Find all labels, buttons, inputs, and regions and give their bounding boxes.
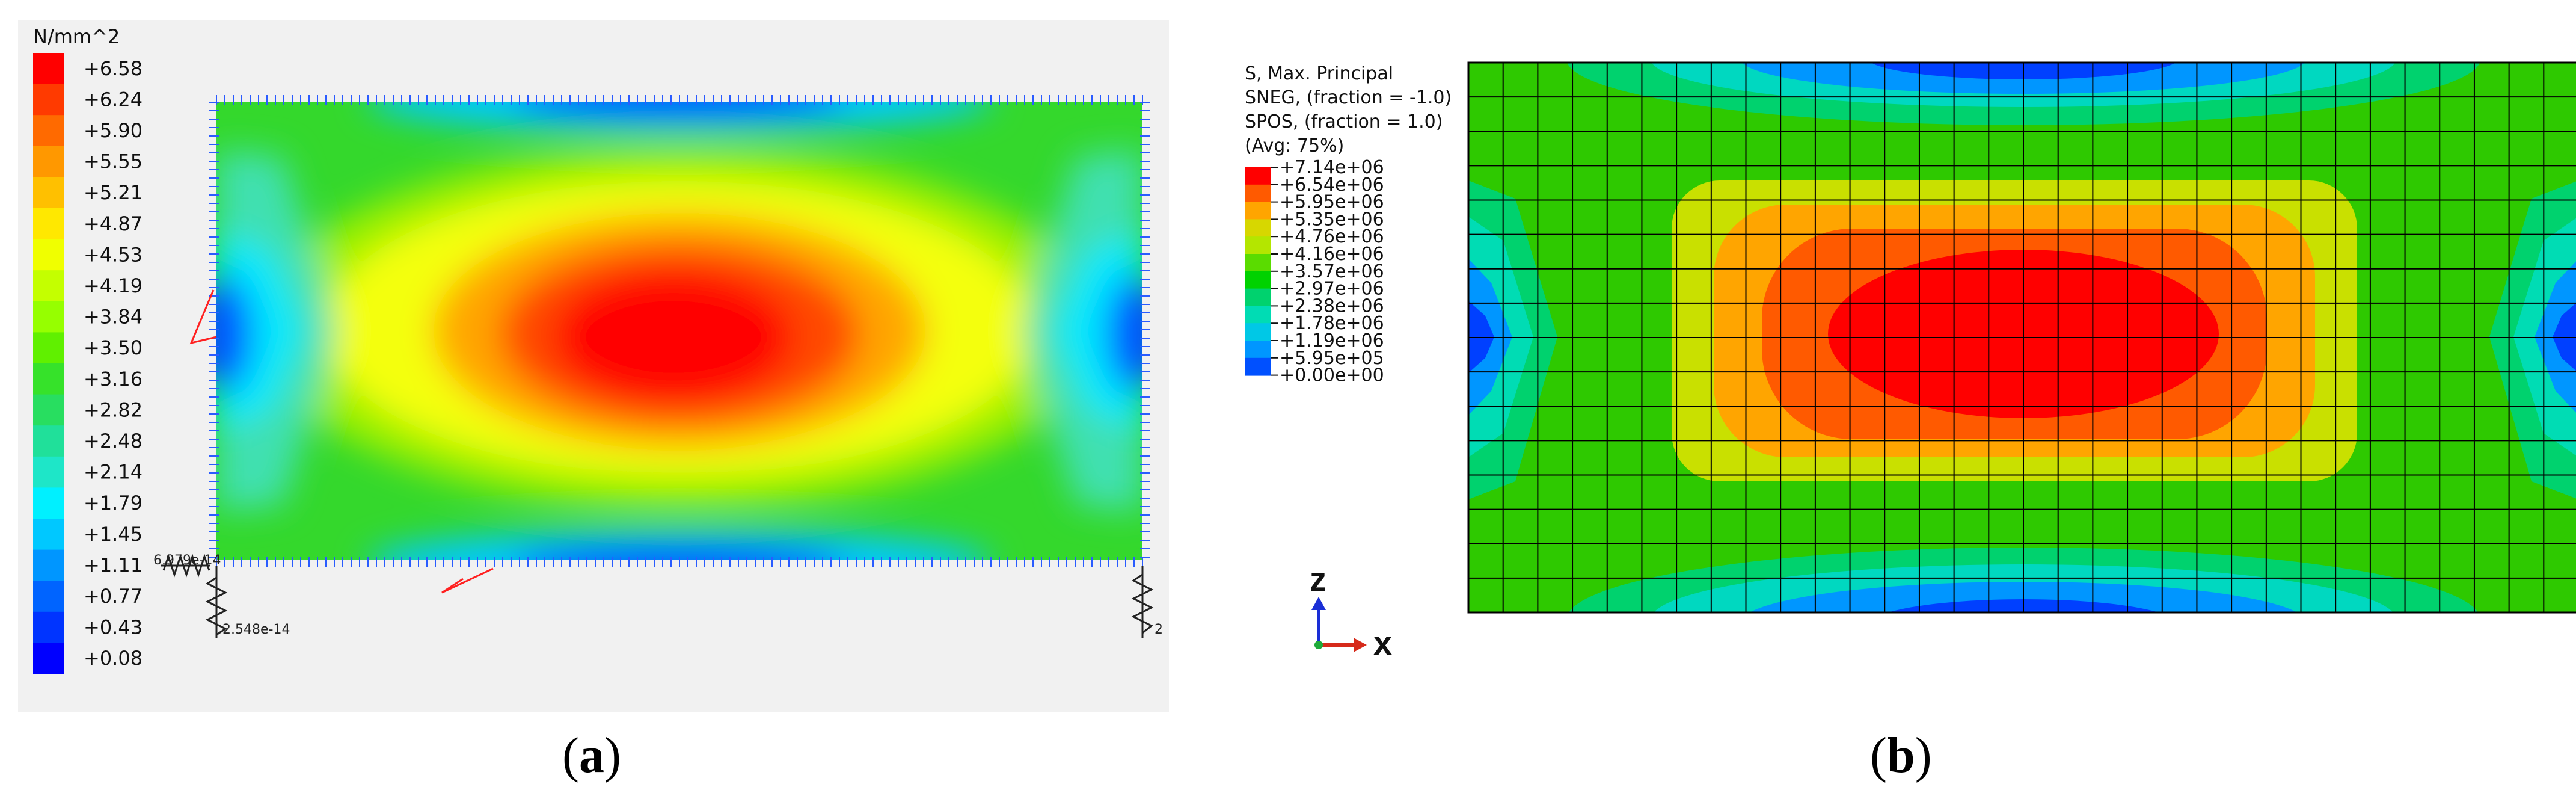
panel-b-legend-swatch bbox=[1245, 236, 1271, 255]
panel-a-node-label-right: 2 bbox=[1155, 622, 1163, 637]
panel-b-legend-value: +6.54e+06 bbox=[1280, 174, 1384, 196]
panel-a-legend-swatch bbox=[33, 581, 64, 612]
panel-a-legend-swatch bbox=[33, 208, 64, 240]
panel-a-legend-swatch bbox=[33, 301, 64, 333]
panel-a-legend-value: +5.90 bbox=[84, 119, 143, 142]
panel-b-legend-swatch bbox=[1245, 323, 1271, 341]
panel-b: S, Max. Principal SNEG, (fraction = -1.0)… bbox=[1245, 61, 2576, 662]
panel-b-legend-title-line: (Avg: 75%) bbox=[1245, 135, 1344, 156]
panel-a-legend-value: +1.79 bbox=[84, 492, 143, 514]
panel-a-node-label-left: 6.979e-14 bbox=[153, 553, 221, 568]
panel-b-legend-value: +1.19e+06 bbox=[1280, 330, 1384, 351]
panel-a-spring-left bbox=[161, 554, 228, 638]
panel-a-legend-swatch bbox=[33, 456, 64, 489]
panel-a-legend-labels: +6.58 +6.24 +5.90 +5.55 +5.21 +4.87 +4.53 +4.19… bbox=[84, 57, 143, 670]
panel-b-legend-title-line: S, Max. Principal bbox=[1245, 63, 1393, 84]
panel-a-node-label-bottom: 2.548e-14 bbox=[222, 622, 290, 637]
panel-b-legend-swatch bbox=[1245, 306, 1271, 324]
panel-b-legend-value: +0.00e+00 bbox=[1280, 365, 1384, 386]
panel-b-legend-title-line: SNEG, (fraction = -1.0) bbox=[1245, 87, 1452, 108]
panel-b-legend-swatch bbox=[1245, 357, 1271, 376]
panel-a-legend-value: +6.24 bbox=[84, 88, 143, 111]
panel-a-legend-swatch bbox=[33, 425, 64, 457]
panel-a-legend-value: +3.84 bbox=[84, 306, 143, 329]
panel-b-legend-value: +2.97e+06 bbox=[1280, 279, 1384, 300]
panel-a-legend-value: +4.19 bbox=[84, 274, 143, 297]
panel-a-legend-swatch bbox=[33, 270, 64, 302]
panel-a-contour-field bbox=[216, 102, 1142, 560]
panel-a-legend-swatch bbox=[33, 487, 64, 519]
panel-b-legend-value: +4.16e+06 bbox=[1280, 244, 1384, 265]
panel-a-legend-value: +0.08 bbox=[84, 647, 143, 670]
panel-b-legend-title-line: SPOS, (fraction = 1.0) bbox=[1245, 111, 1443, 132]
panel-b-legend-title: S, Max. Principal SNEG, (fraction = -1.0)… bbox=[1245, 63, 1452, 156]
panel-b-legend-swatch bbox=[1245, 202, 1271, 220]
panel-b-legend-value: +5.95e+05 bbox=[1280, 348, 1384, 369]
panel-a-legend-value: +2.82 bbox=[84, 398, 143, 421]
panel-a-legend-value: +2.14 bbox=[84, 461, 143, 484]
panel-a-boundary-ticks bbox=[209, 95, 1150, 567]
panel-a-support-markers bbox=[189, 289, 494, 594]
panel-b-axis-x-label: x bbox=[1373, 624, 1392, 662]
panel-a-legend-value: +1.11 bbox=[84, 554, 143, 576]
panel-a-legend-swatches bbox=[33, 53, 64, 674]
panel-a-legend-value: +0.43 bbox=[84, 616, 143, 639]
panel-a-legend-swatch bbox=[33, 53, 64, 85]
panel-a-legend-swatch bbox=[33, 177, 64, 209]
panel-a-legend-value: +3.16 bbox=[84, 368, 143, 390]
caption-a: (a) bbox=[562, 727, 621, 783]
panel-b-mesh-border bbox=[1467, 61, 2576, 614]
panel-b-legend-labels: +7.14e+06+6.54e+06+5.95e+06+5.35e+06+4.7… bbox=[1280, 157, 1384, 386]
panel-a-legend-swatch bbox=[33, 611, 64, 644]
panel-b-legend-swatch bbox=[1245, 254, 1271, 272]
panel-a-unit-label: N/mm^2 bbox=[33, 25, 120, 48]
caption-b: (b) bbox=[1870, 727, 1932, 783]
panel-b-legend-swatch bbox=[1245, 341, 1271, 359]
panel-b-legend-value: +4.76e+06 bbox=[1280, 226, 1384, 247]
panel-a-legend-value: +2.48 bbox=[84, 430, 143, 452]
panel-b-legend-value: +7.14e+06 bbox=[1280, 157, 1384, 178]
panel-b-legend-value: +2.38e+06 bbox=[1280, 295, 1384, 316]
panel-b-legend-value: +5.35e+06 bbox=[1280, 209, 1384, 230]
panel-a-legend-swatch bbox=[33, 643, 64, 674]
panel-a-legend-value: +1.45 bbox=[84, 523, 143, 546]
panel-a-legend-swatch bbox=[33, 239, 64, 271]
panel-b-legend-swatch bbox=[1245, 288, 1271, 307]
panel-b-legend-swatch bbox=[1245, 219, 1271, 238]
panel-b-legend-value: +3.57e+06 bbox=[1280, 261, 1384, 282]
panel-a-legend-swatch bbox=[33, 115, 64, 147]
panel-b-legend-value: +5.95e+06 bbox=[1280, 192, 1384, 213]
panel-a-legend-value: +0.77 bbox=[84, 585, 143, 608]
panel-b-legend-swatch bbox=[1245, 184, 1271, 203]
panel-a-legend-swatch bbox=[33, 519, 64, 551]
panel-a-legend-swatch bbox=[33, 363, 64, 395]
panel-a-legend-swatch bbox=[33, 84, 64, 116]
panel-b-legend-swatch bbox=[1245, 167, 1271, 185]
panel-a-legend-swatch bbox=[33, 394, 64, 427]
panel-b-legend-swatch bbox=[1245, 271, 1271, 289]
panel-b-axis-z-label: z bbox=[1310, 560, 1326, 598]
panel-a-legend-value: +4.87 bbox=[84, 212, 143, 235]
panel-b-axis-triad: z x bbox=[1310, 560, 1392, 662]
panel-b-legend-value: +1.78e+06 bbox=[1280, 313, 1384, 334]
panel-a-legend: N/mm^2 +6.58 +6.24 +5.90 +5.55 +5.21 +4.87 +4.… bbox=[33, 25, 143, 674]
panel-b-legend: S, Max. Principal SNEG, (fraction = -1.0)… bbox=[1245, 63, 1452, 386]
panel-a-legend-value: +5.55 bbox=[84, 150, 143, 173]
panel-a-legend-value: +6.58 bbox=[84, 57, 143, 80]
panel-a: N/mm^2 +6.58 +6.24 +5.90 +5.55 +5.21 +4.87 +4.… bbox=[18, 20, 1169, 712]
panel-a-spring-right bbox=[1131, 566, 1154, 638]
panel-a-legend-value: +5.21 bbox=[84, 181, 143, 204]
panel-b-contour-field bbox=[1468, 63, 2576, 612]
panel-a-legend-value: +4.53 bbox=[84, 243, 143, 266]
panel-a-legend-value: +3.50 bbox=[84, 336, 143, 359]
panel-b-legend-swatches bbox=[1245, 167, 1278, 376]
panel-a-legend-swatch bbox=[33, 549, 64, 582]
panel-a-legend-swatch bbox=[33, 146, 64, 178]
panel-a-legend-swatch bbox=[33, 332, 64, 364]
